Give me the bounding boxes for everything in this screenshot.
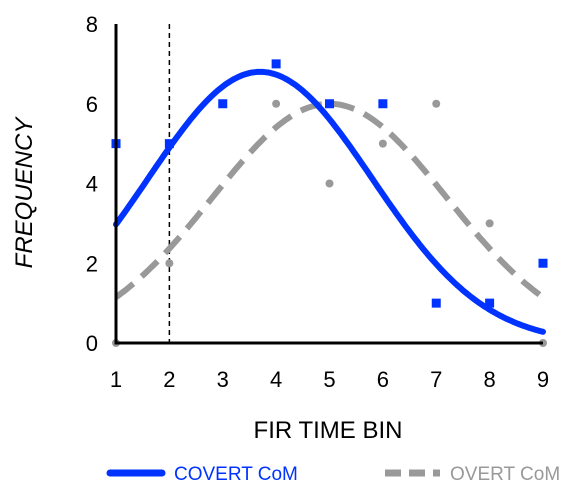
data-point-overt-com (485, 219, 494, 228)
data-point-overt-com (378, 139, 387, 148)
x-tick-label: 3 (217, 367, 229, 392)
x-axis-title: FIR TIME BIN (254, 417, 403, 444)
x-tick-label: 1 (110, 367, 122, 392)
data-point-overt-com (325, 179, 334, 188)
data-point-overt-com (165, 259, 174, 268)
data-point-layer (111, 59, 548, 347)
data-point-overt-com (432, 99, 441, 108)
axes (114, 24, 543, 345)
data-point-covert-com (378, 99, 388, 109)
tick-labels: 1 2 3 4 5 6 7 8 9 0 2 4 6 8 (86, 12, 549, 392)
y-tick-label: 4 (86, 172, 98, 197)
y-tick-label: 2 (86, 251, 98, 276)
legend: COVERT CoM OVERT CoM (106, 464, 560, 485)
data-point-covert-com (431, 298, 441, 308)
x-tick-label: 5 (323, 367, 335, 392)
data-point-covert-com (325, 99, 334, 109)
data-point-covert-com (218, 99, 228, 109)
y-tick-label: 0 (86, 331, 98, 356)
x-tick-label: 8 (484, 367, 496, 392)
legend-label-overt: OVERT CoM (450, 464, 560, 485)
x-tick-label: 7 (430, 367, 442, 392)
data-point-covert-com (164, 139, 174, 149)
x-tick-label: 2 (163, 367, 175, 392)
data-point-overt-com (272, 99, 281, 108)
data-point-covert-com (271, 59, 281, 69)
data-point-covert-com (485, 298, 495, 308)
x-tick-label: 9 (537, 367, 549, 392)
y-tick-label: 6 (86, 92, 98, 117)
y-axis-title: FREQUENCY (11, 116, 38, 269)
y-tick-label: 8 (86, 12, 98, 37)
fit-curve-covert-com (113, 68, 546, 335)
x-tick-label: 6 (377, 367, 389, 392)
fit-curve-overt-com (114, 100, 545, 300)
legend-label-covert: COVERT CoM (174, 464, 298, 485)
fit-curve-layer (113, 68, 546, 335)
data-point-covert-com (538, 258, 548, 268)
x-tick-label: 4 (270, 367, 282, 392)
